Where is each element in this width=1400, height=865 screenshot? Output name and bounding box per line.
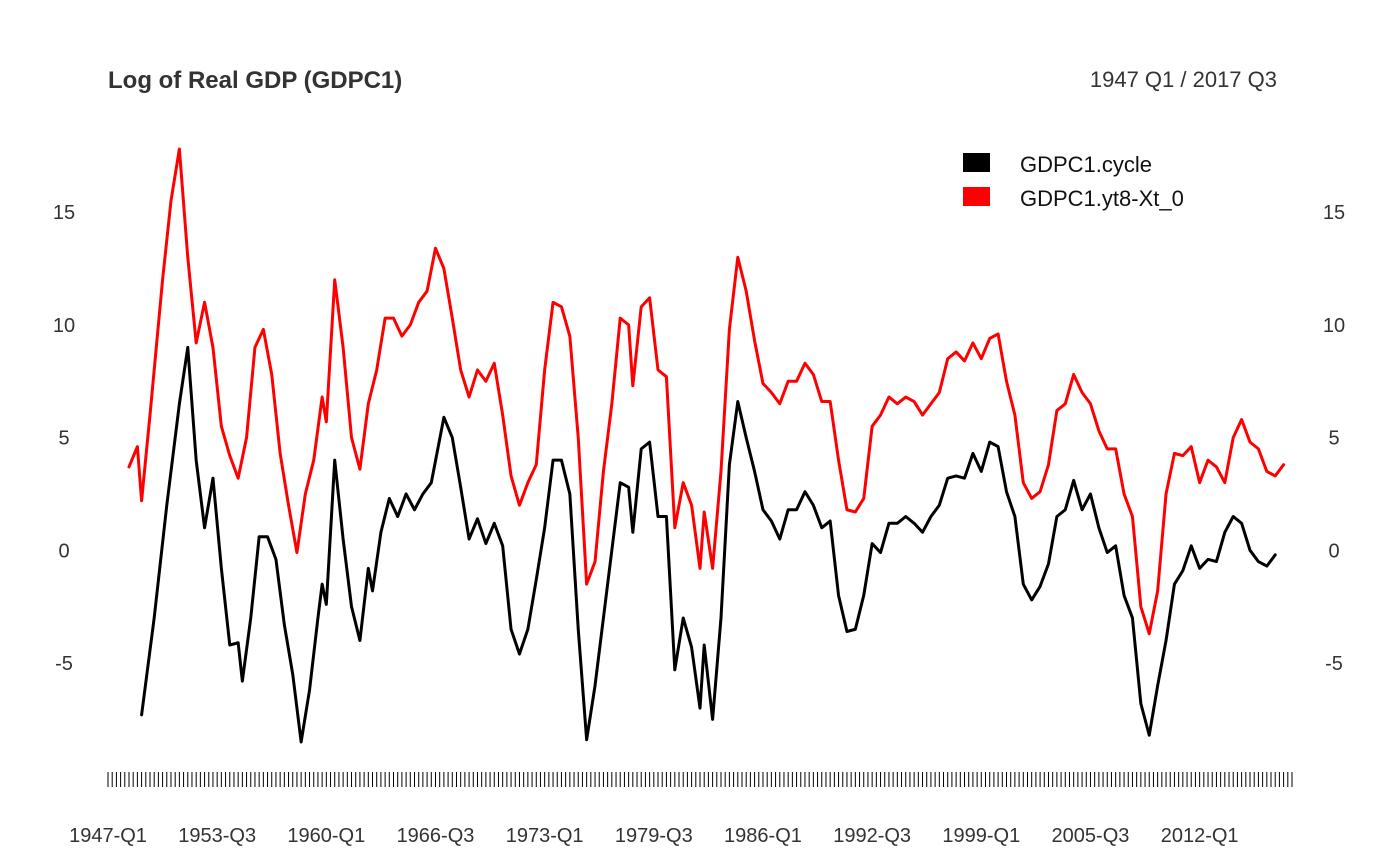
- y-tick-label-right: 15: [1323, 202, 1345, 224]
- x-tick-label: 1960-Q1: [287, 825, 365, 847]
- y-tick-label-right: -5: [1325, 653, 1343, 675]
- x-tick-label: 1966-Q3: [397, 825, 475, 847]
- x-tick-label: 1992-Q3: [833, 825, 911, 847]
- legend: GDPC1.cycle GDPC1.yt8-Xt_0: [963, 152, 1184, 211]
- chart-title: Log of Real GDP (GDPC1): [108, 67, 402, 94]
- y-tick-label-left: -5: [55, 653, 73, 675]
- x-axis: 1947-Q1 1953-Q3 1960-Q1 1966-Q3 1973-Q1 1979-…: [69, 772, 1293, 847]
- y-tick-label-right: 10: [1323, 315, 1345, 337]
- series-line-gdpc1-cycle: [140, 345, 1277, 744]
- x-tick-label: 1953-Q3: [178, 825, 256, 847]
- y-tick-label-left: 0: [58, 540, 69, 562]
- y-tick-label-left: 10: [53, 315, 75, 337]
- y-tick-label-left: 15: [53, 202, 75, 224]
- date-range-label: 1947 Q1 / 2017 Q3: [1090, 67, 1277, 92]
- x-tick-label: 1947-Q1: [69, 825, 147, 847]
- series-lines: [127, 147, 1286, 744]
- legend-swatch-gdpc1-yt8: [963, 187, 990, 206]
- y-tick-label-left: 5: [58, 428, 69, 450]
- y-tick-label-right: 5: [1328, 428, 1339, 450]
- y-tick-label-right: 0: [1328, 540, 1339, 562]
- series-line-gdpc1-yt8: [127, 147, 1286, 636]
- x-tick-label: 1973-Q1: [506, 825, 584, 847]
- x-tick-label: 2012-Q1: [1161, 825, 1239, 847]
- legend-swatch-gdpc1-cycle: [963, 153, 990, 172]
- x-tick-label: 1999-Q1: [942, 825, 1020, 847]
- y-axis-right: -5 0 5 10 15: [1323, 202, 1345, 675]
- x-tick-label: 1986-Q1: [724, 825, 802, 847]
- x-tick-label: 1979-Q3: [615, 825, 693, 847]
- legend-label-gdpc1-yt8: GDPC1.yt8-Xt_0: [1020, 186, 1184, 211]
- x-tick-label: 2005-Q3: [1052, 825, 1130, 847]
- y-axis-left: -5 0 5 10 15: [53, 202, 75, 675]
- legend-label-gdpc1-cycle: GDPC1.cycle: [1020, 152, 1152, 177]
